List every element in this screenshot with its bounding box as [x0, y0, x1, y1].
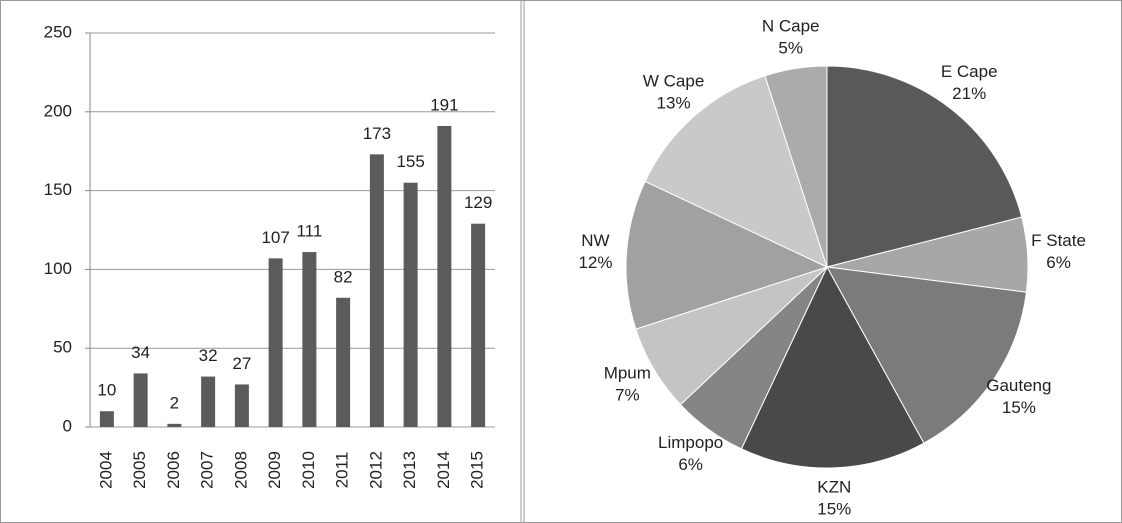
data-label: 27: [232, 354, 251, 373]
x-tick-label: 2007: [198, 451, 217, 489]
x-tick-label: 2006: [164, 451, 183, 489]
bar: [167, 423, 182, 427]
y-tick-label: 200: [44, 101, 72, 120]
y-tick-label: 50: [53, 338, 72, 357]
pie-slice: [826, 266, 1027, 444]
bar: [234, 384, 249, 427]
slice-value-label: 12%: [578, 253, 612, 272]
bar: [437, 125, 452, 427]
bar: [133, 373, 148, 427]
bar: [201, 376, 216, 427]
bar: [99, 411, 114, 427]
slice-label: N Cape: [762, 16, 820, 35]
slice-label: KZN: [817, 477, 851, 496]
bar: [369, 154, 384, 428]
slice-label: F State: [1031, 231, 1086, 250]
data-label: 10: [97, 381, 116, 400]
x-tick-label: 2009: [265, 451, 284, 489]
slice-value-label: 13%: [657, 93, 691, 112]
data-label: 155: [396, 152, 424, 171]
data-label: 2: [170, 393, 179, 412]
slice-value-label: 5%: [778, 38, 803, 57]
slice-value-label: 15%: [817, 499, 851, 518]
slice-label: W Cape: [643, 71, 704, 90]
data-label: 111: [296, 222, 322, 241]
x-tick-label: 2008: [231, 451, 250, 489]
x-tick-label: 2012: [366, 451, 385, 489]
slice-label: Mpum: [604, 364, 651, 383]
pie-slice: [644, 75, 828, 268]
x-tick-label: 2004: [96, 451, 115, 489]
bar: [268, 258, 283, 427]
pie-slice: [764, 65, 828, 268]
y-tick-label: 250: [44, 22, 72, 41]
slice-value-label: 6%: [678, 455, 703, 474]
x-tick-label: 2011: [333, 452, 352, 489]
data-label: 191: [430, 95, 458, 114]
x-tick-label: 2010: [299, 451, 318, 489]
y-tick-label: 150: [44, 180, 72, 199]
bar: [302, 252, 317, 427]
slice-label: Gauteng: [986, 376, 1051, 395]
x-tick-label: 2005: [130, 451, 149, 489]
bar: [471, 223, 486, 427]
bar: [403, 182, 418, 427]
data-label: 107: [261, 228, 289, 247]
slice-value-label: 15%: [1002, 398, 1036, 417]
x-tick-label: 2015: [468, 451, 487, 489]
y-tick-label: 0: [63, 416, 72, 435]
pie-slice: [740, 265, 925, 469]
data-label: 32: [199, 346, 218, 365]
x-tick-label: 2014: [434, 451, 453, 489]
data-label: 173: [363, 124, 391, 143]
slice-value-label: 21%: [952, 84, 986, 103]
x-tick-label: 2013: [400, 451, 419, 489]
pie-slice: [826, 65, 1023, 268]
data-label: 129: [464, 193, 492, 212]
slice-value-label: 7%: [615, 386, 640, 405]
slice-value-label: 6%: [1046, 253, 1071, 272]
bar: [336, 297, 351, 427]
y-tick-label: 100: [44, 259, 72, 278]
slice-label: NW: [581, 231, 609, 250]
pie-slice: [625, 180, 829, 330]
data-label: 82: [334, 267, 353, 286]
slice-label: Limpopo: [658, 433, 723, 452]
data-label: 34: [131, 343, 150, 362]
slice-label: E Cape: [941, 62, 998, 81]
